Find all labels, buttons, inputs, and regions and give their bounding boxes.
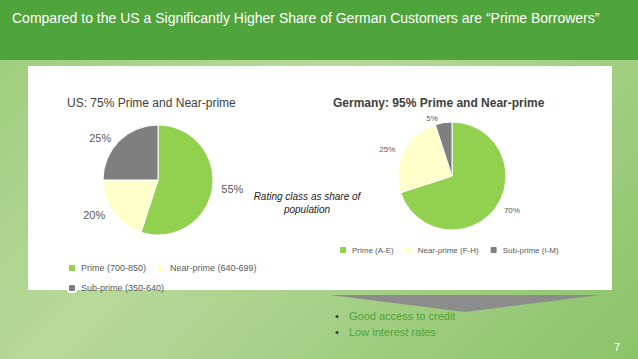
html-text:Good access to credit: Good access to credit: [349, 310, 456, 322]
svg-text:25%: 25%: [89, 132, 111, 144]
svg-text:Prime (700-850): Prime (700-850): [81, 263, 146, 273]
svg-text:Sub-prime (350-640): Sub-prime (350-640): [81, 283, 164, 293]
svg-text:55%: 55%: [221, 183, 243, 195]
svg-text:Prime (A-E): Prime (A-E): [352, 246, 394, 255]
svg-text:70%: 70%: [504, 206, 520, 215]
html-text:Low interest rates: Low interest rates: [349, 326, 436, 338]
svg-text:Near-prime (640-699): Near-prime (640-699): [170, 263, 257, 273]
svg-text:25%: 25%: [379, 145, 395, 154]
html-text:Rating class as share of popul: Rating class as share of population: [253, 191, 361, 215]
svg-text:Near-prime (F-H): Near-prime (F-H): [418, 246, 479, 255]
svg-text:Germany: 95% Prime and Near-pr: Germany: 95% Prime and Near-prime: [333, 96, 545, 110]
svg-text:20%: 20%: [83, 209, 105, 221]
svg-text:5%: 5%: [426, 114, 438, 123]
svg-text:Sub-prime (I-M): Sub-prime (I-M): [503, 246, 559, 255]
html-text:7: 7: [613, 341, 620, 353]
html-text:Compared to the US a Significa: Compared to the US a Significantly Highe…: [12, 10, 600, 26]
svg-text:US: 75% Prime and Near-prime: US: 75% Prime and Near-prime: [67, 96, 236, 110]
